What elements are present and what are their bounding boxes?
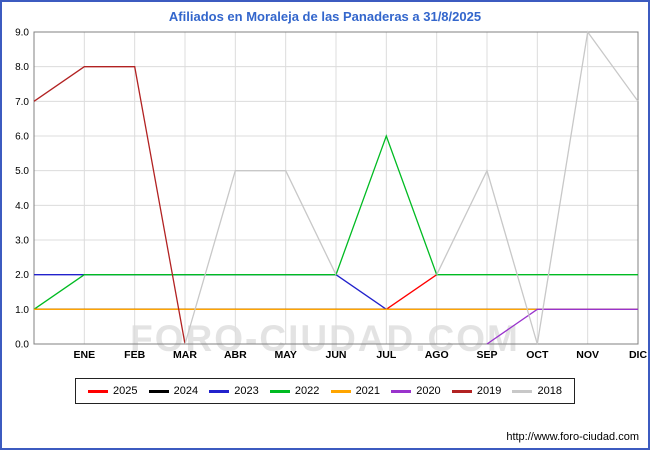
watermark: FORO-CIUDAD.COM [130, 318, 520, 359]
series-line-2020 [486, 308, 638, 345]
legend-label: 2025 [113, 385, 138, 397]
legend-item-2023: 2023 [209, 385, 259, 397]
x-tick-label: JUN [325, 349, 346, 361]
y-tick-label: 6.0 [15, 132, 29, 143]
legend-item-2024: 2024 [148, 385, 199, 397]
y-tick-label: 3.0 [15, 236, 29, 247]
x-tick-label: NOV [576, 349, 599, 361]
series-line-2022 [33, 134, 638, 310]
legend-color-swatch [88, 389, 108, 393]
x-tick-label: JUL [376, 349, 396, 361]
legend-label: 2018 [537, 385, 562, 397]
y-tick-label: 1.0 [15, 305, 29, 316]
y-tick-label: 2.0 [15, 270, 29, 281]
x-tick-label: AGO [425, 349, 449, 361]
x-tick-label: DIC [629, 349, 648, 361]
y-tick-label: 4.0 [15, 201, 29, 212]
series-line-2019 [33, 66, 186, 345]
legend-item-2022: 2022 [269, 385, 320, 397]
footer-url[interactable]: http://www.foro-ciudad.com [506, 431, 639, 443]
legend-label: 2023 [234, 385, 259, 397]
legend-color-swatch [512, 389, 533, 393]
legend-label: 2021 [355, 385, 381, 397]
legend: 2025 2024 2023 2022 2021 2020 2019 2018 [75, 378, 575, 404]
x-tick-label: SEP [476, 349, 497, 361]
chart-title: Afiliados en Moraleja de las Panaderas a… [168, 9, 482, 24]
x-tick-label: OCT [526, 349, 549, 361]
x-tick-label: MAR [173, 349, 197, 361]
x-tick-label: ABR [224, 349, 247, 361]
legend-item-2019: 2019 [451, 385, 502, 397]
y-tick-label: 7.0 [15, 97, 29, 108]
plot-area: 0.0 1.0 2.0 3.0 4.0 5.0 6.0 7.0 8.0 9.0 ENE FEB MAR A… [2, 26, 648, 366]
y-tick-label: 0.0 [15, 340, 29, 351]
x-tick-label: MAY [274, 349, 296, 361]
legend-label: 2024 [173, 385, 199, 397]
legend-label: 2022 [294, 385, 320, 397]
x-tick-label: FEB [124, 349, 145, 361]
legend-item-2021: 2021 [330, 385, 381, 397]
x-tick-label: ENE [74, 349, 96, 361]
legend-color-swatch [451, 389, 472, 393]
y-tick-label: 5.0 [15, 166, 29, 177]
plot-svg: 0.0 1.0 2.0 3.0 4.0 5.0 6.0 7.0 8.0 9.0 ENE FEB MAR A… [15, 28, 648, 362]
plot-border [33, 31, 639, 345]
legend-color-swatch [148, 389, 169, 393]
y-tick-label: 8.0 [15, 62, 29, 73]
legend-item-2020: 2020 [391, 385, 441, 397]
legend-item-2018: 2018 [512, 385, 562, 397]
legend-color-swatch [330, 389, 351, 393]
legend-color-swatch [391, 389, 412, 393]
legend-label: 2019 [476, 385, 502, 397]
legend-color-swatch [209, 389, 230, 393]
legend-label: 2020 [416, 385, 441, 397]
y-tick-label: 9.0 [15, 28, 29, 39]
series-line-2018 [184, 30, 639, 345]
legend-color-swatch [269, 389, 290, 393]
legend-item-2025: 2025 [88, 385, 137, 397]
